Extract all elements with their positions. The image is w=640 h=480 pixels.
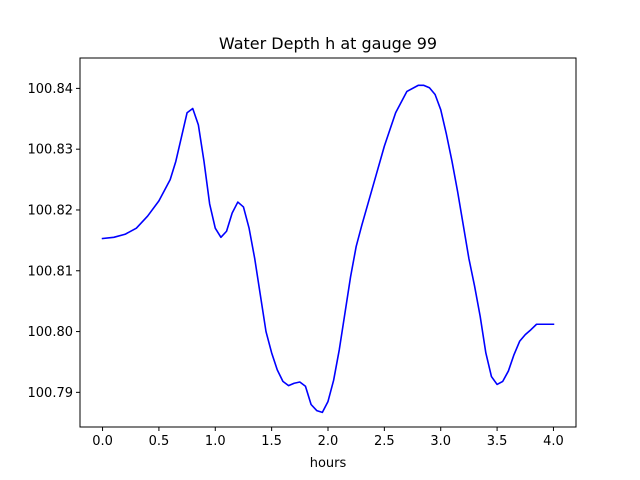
x-tick-label: 3.0 xyxy=(430,434,451,449)
y-tick-label: 100.83 xyxy=(28,143,74,158)
x-tick-label: 1.0 xyxy=(205,434,226,449)
plot-area xyxy=(79,57,577,428)
x-axis: 0.0 0.5 1.0 1.5 2.0 2.5 3.0 3.5 4.0 xyxy=(92,427,564,449)
series-line-0 xyxy=(101,84,555,414)
x-axis-label: hours xyxy=(310,456,347,471)
y-tick-label: 100.80 xyxy=(28,325,74,340)
y-tick-label: 100.79 xyxy=(28,386,74,401)
x-tick-label: 0.0 xyxy=(92,434,113,449)
chart-title: Water Depth h at gauge 99 xyxy=(219,34,437,53)
x-tick-label: 0.5 xyxy=(149,434,170,449)
x-tick-label: 2.5 xyxy=(374,434,395,449)
y-tick-label: 100.82 xyxy=(28,203,74,218)
x-tick-label: 4.0 xyxy=(543,434,564,449)
y-tick-label: 100.84 xyxy=(28,82,74,97)
plot-frame xyxy=(79,57,577,428)
x-tick-label: 3.5 xyxy=(487,434,508,449)
y-tick-label: 100.81 xyxy=(28,264,74,279)
x-tick-label: 2.0 xyxy=(318,434,339,449)
x-tick-label: 1.5 xyxy=(261,434,282,449)
y-axis: 100.79 100.80 100.81 100.82 100.83 100.84 xyxy=(28,82,80,401)
